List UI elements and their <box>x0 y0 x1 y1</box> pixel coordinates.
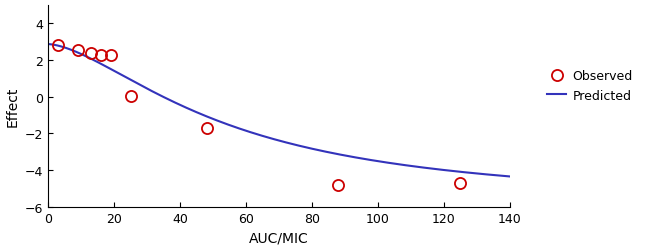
Legend: Observed, Predicted: Observed, Predicted <box>547 70 632 102</box>
X-axis label: AUC/MIC: AUC/MIC <box>249 230 309 244</box>
Y-axis label: Effect: Effect <box>6 86 20 126</box>
